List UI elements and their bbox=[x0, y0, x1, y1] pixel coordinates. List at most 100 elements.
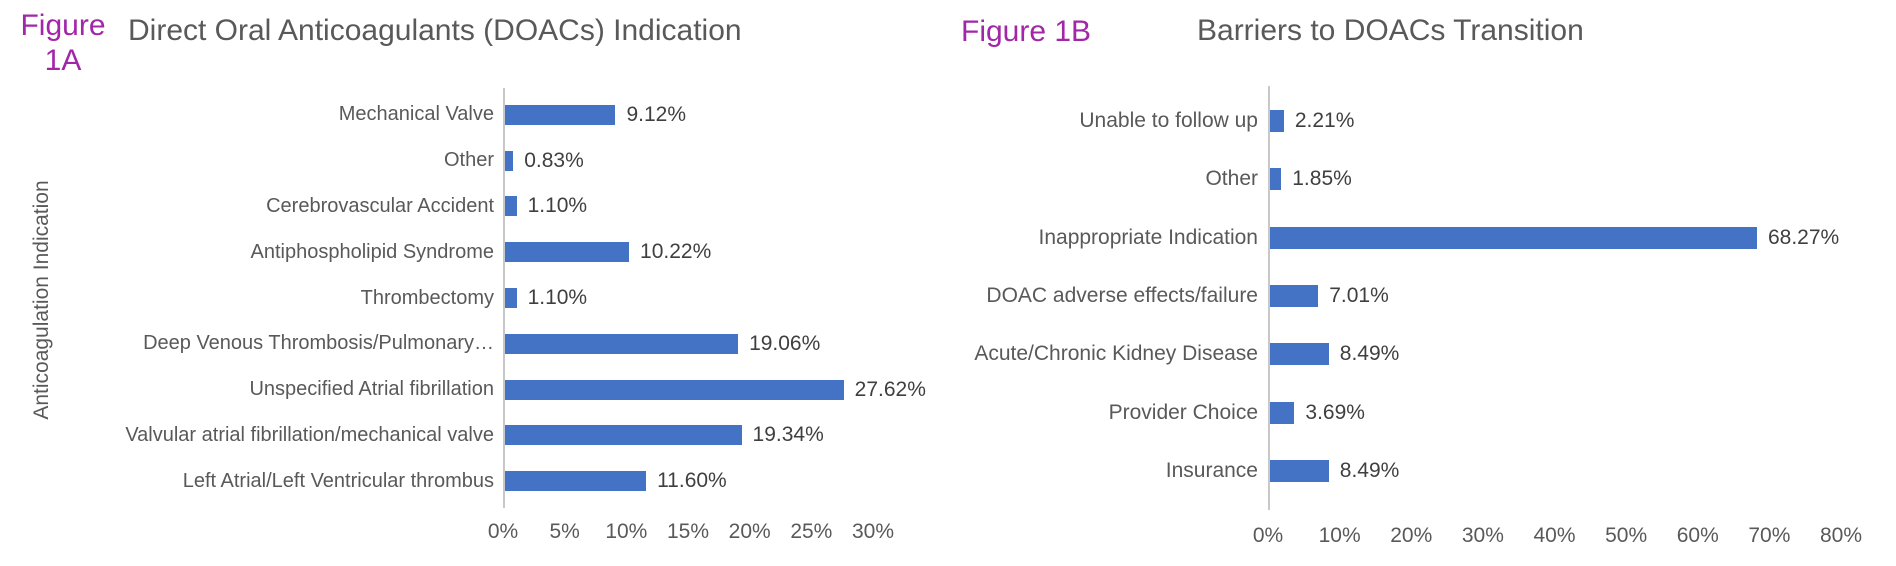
bar-plot-area: 10.22% bbox=[503, 229, 940, 275]
x-tick-label: 30% bbox=[851, 520, 895, 543]
x-tick-label: 50% bbox=[1605, 524, 1648, 547]
chart-row: Thrombectomy 1.10% bbox=[70, 275, 940, 321]
x-tick-label: 40% bbox=[1533, 524, 1576, 547]
category-label: Valvular atrial fibrillation/mechanical … bbox=[125, 423, 494, 446]
bar-plot-area: 0.83% bbox=[503, 138, 940, 184]
chart-row: Other 0.83% bbox=[70, 138, 940, 184]
bar bbox=[503, 150, 514, 171]
bar-plot-area: 19.06% bbox=[503, 321, 940, 367]
figure-1b-title: Barriers to DOACs Transition bbox=[1197, 14, 1584, 47]
chart-row: Mechanical Valve 9.12% bbox=[70, 92, 940, 138]
value-label: 1.10% bbox=[527, 286, 588, 310]
chart-row: Acute/Chronic Kidney Disease 8.49% bbox=[950, 325, 1890, 383]
chart-row: Other 1.85% bbox=[950, 150, 1890, 208]
value-label: 27.62% bbox=[854, 377, 926, 401]
category-label: Deep Venous Thrombosis/Pulmonary… bbox=[143, 332, 494, 355]
bar-plot-area: 3.69% bbox=[1268, 383, 1890, 441]
x-tick-label: 30% bbox=[1461, 524, 1504, 547]
bar bbox=[1268, 110, 1284, 133]
category-label: Thrombectomy bbox=[360, 286, 494, 309]
bar bbox=[503, 379, 844, 400]
bar-plot-area: 27.62% bbox=[503, 367, 940, 413]
x-tick-label: 5% bbox=[549, 520, 580, 543]
bar-plot-area: 1.85% bbox=[1268, 150, 1890, 208]
bar bbox=[503, 333, 739, 354]
figure-1a-title: Direct Oral Anticoagulants (DOACs) Indic… bbox=[128, 14, 742, 47]
category-label: Antiphospholipid Syndrome bbox=[250, 240, 495, 263]
category-label: Cerebrovascular Accident bbox=[266, 194, 494, 217]
bar bbox=[1268, 459, 1329, 482]
bar bbox=[1268, 226, 1757, 249]
bar bbox=[1268, 168, 1282, 191]
value-label: 8.49% bbox=[1339, 458, 1400, 482]
x-tick-label: 0% bbox=[487, 520, 519, 543]
value-label: 68.27% bbox=[1767, 225, 1840, 249]
bar-plot-area: 8.49% bbox=[1268, 325, 1890, 383]
chart-row: Cerebrovascular Accident 1.10% bbox=[70, 184, 940, 230]
category-label: Other bbox=[1205, 167, 1258, 191]
category-label: Acute/Chronic Kidney Disease bbox=[974, 342, 1258, 366]
bar-plot-area: 2.21% bbox=[1268, 92, 1890, 150]
bar-plot-area: 1.10% bbox=[503, 184, 940, 230]
bar bbox=[503, 471, 647, 492]
figure-1a-axis-line bbox=[503, 88, 505, 508]
bar bbox=[503, 196, 517, 217]
x-tick-label: 10% bbox=[605, 520, 648, 543]
x-tick-label: 20% bbox=[1390, 524, 1433, 547]
figure-1b-chart: Figure 1B Barriers to DOACs Transition U… bbox=[948, 0, 1896, 566]
value-label: 2.21% bbox=[1294, 109, 1355, 133]
figure-1a-chart: Figure 1A Direct Oral Anticoagulants (DO… bbox=[20, 9, 940, 548]
bar-plot-area: 11.60% bbox=[503, 458, 940, 504]
figure-1b-x-ticks: 0% 10% 20% 30% 40% 50% 60% 70% 80% bbox=[1253, 524, 1862, 552]
bar-plot-area: 9.12% bbox=[503, 92, 940, 138]
chart-row: Valvular atrial fibrillation/mechanical … bbox=[70, 412, 940, 458]
category-label: DOAC adverse effects/failure bbox=[986, 283, 1258, 307]
bar bbox=[1268, 343, 1329, 366]
chart-row: Antiphospholipid Syndrome 10.22% bbox=[70, 229, 940, 275]
bar-plot-area: 1.10% bbox=[503, 275, 940, 321]
x-tick-label: 70% bbox=[1748, 524, 1791, 547]
chart-row: Insurance 8.49% bbox=[950, 442, 1890, 500]
category-label: Unspecified Atrial fibrillation bbox=[249, 378, 494, 401]
chart-row: Unspecified Atrial fibrillation 27.62% bbox=[70, 367, 940, 413]
category-label: Left Atrial/Left Ventricular thrombus bbox=[182, 469, 494, 492]
bar bbox=[503, 288, 517, 309]
x-tick-label: 60% bbox=[1676, 524, 1719, 547]
figure-1b-axis-line bbox=[1268, 86, 1270, 510]
x-tick-label: 80% bbox=[1819, 524, 1863, 547]
chart-row: Deep Venous Thrombosis/Pulmonary… 19.06% bbox=[70, 321, 940, 367]
category-label: Mechanical Valve bbox=[338, 103, 494, 126]
chart-row: Provider Choice 3.69% bbox=[950, 383, 1890, 441]
category-label: Unable to follow up bbox=[1079, 109, 1258, 133]
value-label: 7.01% bbox=[1329, 283, 1389, 307]
figure-1a-x-ticks: 0% 5% 10% 15% 20% 25% 30% bbox=[488, 520, 894, 548]
category-label: Provider Choice bbox=[1108, 400, 1258, 424]
bar-plot-area: 68.27% bbox=[1268, 209, 1890, 267]
figure-1a-rows: Mechanical Valve 9.12% Other 0.83% Cerebrova… bbox=[70, 92, 940, 504]
value-label: 1.85% bbox=[1292, 167, 1352, 191]
chart-row: Inappropriate Indication 68.27% bbox=[950, 209, 1890, 267]
figure-1a-y-axis-label: Anticoagulation Indication bbox=[30, 180, 53, 420]
chart-row: Left Atrial/Left Ventricular thrombus 11.… bbox=[70, 458, 940, 504]
value-label: 1.10% bbox=[527, 194, 588, 218]
figure-1a-label: Figure 1A bbox=[20, 9, 106, 77]
x-tick-label: 15% bbox=[666, 520, 710, 543]
value-label: 0.83% bbox=[524, 148, 584, 172]
x-tick-label: 25% bbox=[790, 520, 833, 543]
bar-plot-area: 8.49% bbox=[1268, 442, 1890, 500]
x-tick-label: 10% bbox=[1318, 524, 1361, 547]
figure-1b-rows: Unable to follow up 2.21% Other 1.85% Inappr… bbox=[950, 92, 1890, 500]
value-label: 3.69% bbox=[1305, 400, 1365, 424]
x-tick-label: 0% bbox=[1252, 524, 1284, 547]
category-label: Inappropriate Indication bbox=[1038, 225, 1259, 249]
bar bbox=[503, 242, 630, 263]
bar bbox=[1268, 284, 1319, 307]
chart-row: Unable to follow up 2.21% bbox=[950, 92, 1890, 150]
value-label: 8.49% bbox=[1339, 342, 1400, 366]
bar bbox=[503, 104, 616, 125]
category-label: Other bbox=[443, 149, 494, 172]
bar bbox=[1268, 401, 1295, 424]
bar-plot-area: 19.34% bbox=[503, 412, 940, 458]
x-tick-label: 20% bbox=[728, 520, 771, 543]
